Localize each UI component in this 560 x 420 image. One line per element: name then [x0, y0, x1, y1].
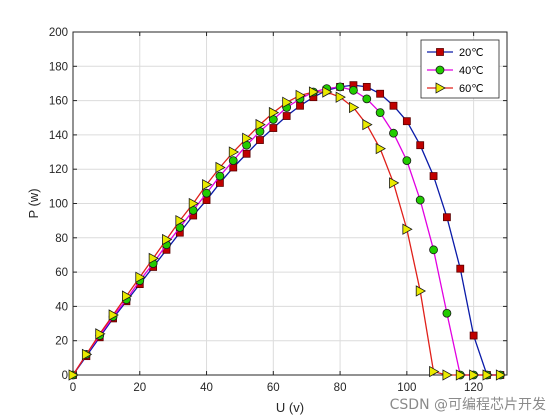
series-1-point-27 — [429, 172, 438, 180]
series-2-point-22 — [362, 94, 372, 104]
y-tick-label-8: 160 — [49, 96, 68, 108]
y-tick-label-2: 40 — [55, 301, 68, 313]
y-tick-label-3: 60 — [55, 267, 68, 279]
series-2-point-21 — [349, 85, 358, 95]
series-1-point-23 — [376, 89, 385, 98]
series-1-point-22 — [362, 82, 371, 91]
series-3-point-18 — [308, 86, 320, 98]
legend: 20℃ 40℃ 60℃ — [420, 39, 500, 99]
series-3-point-14 — [255, 118, 266, 131]
legend-label-1: 20℃ — [459, 47, 484, 59]
y-tick-label-7: 140 — [49, 130, 68, 142]
series-3-point-20 — [335, 91, 346, 103]
series-2-point-12 — [228, 156, 238, 166]
series-1-point-30 — [469, 331, 478, 340]
series-3-point-29 — [455, 369, 467, 381]
series-3-point-19 — [322, 86, 333, 98]
series-3-point-5 — [135, 271, 146, 283]
series-2-point-11 — [215, 171, 225, 181]
series-1-point-29 — [456, 264, 465, 273]
series-3-point-6 — [148, 252, 159, 265]
series-3-point-27 — [429, 365, 440, 378]
y-tick-label-6: 120 — [49, 164, 68, 176]
series-1-point-28 — [443, 213, 451, 222]
series-3-point-31 — [482, 369, 493, 381]
series-3-point-24 — [389, 177, 400, 189]
series-1-point-16 — [282, 112, 291, 120]
legend-label-3: 60℃ — [459, 83, 484, 95]
series-2-point-25 — [402, 156, 412, 166]
series-3-point-15 — [268, 106, 280, 119]
series-3-point-8 — [175, 214, 186, 227]
series-1-point-10 — [202, 196, 211, 204]
x-tick-label-0: 0 — [70, 382, 76, 394]
series-2-point-20 — [335, 82, 345, 92]
series-3-point-1 — [81, 348, 93, 361]
series-3-point-7 — [162, 233, 173, 246]
legend-label-2: 40℃ — [459, 65, 484, 77]
x-tick-label-4: 80 — [334, 382, 347, 394]
series-2-point-27 — [429, 245, 438, 255]
series-1-point-13 — [242, 149, 251, 158]
y-tick-label-5: 100 — [49, 199, 68, 211]
y-tick-label-1: 20 — [55, 336, 68, 348]
series-2-point-10 — [202, 188, 211, 198]
x-axis-label: U (v) — [276, 400, 304, 415]
series-3-point-30 — [469, 369, 480, 381]
series-1-point-26 — [416, 141, 425, 150]
series-3-point-13 — [242, 132, 253, 145]
series-1-point-12 — [229, 163, 238, 172]
x-tick-label-1: 20 — [133, 382, 146, 394]
series-1-point-14 — [256, 136, 264, 144]
series-3-point-11 — [215, 161, 226, 174]
series-3-point-28 — [442, 369, 453, 381]
series-3-point-22 — [362, 118, 373, 131]
series-3-point-25 — [402, 223, 413, 235]
series-3-point-16 — [282, 96, 293, 108]
series-3-point-32 — [495, 369, 507, 381]
legend-marker-3 — [435, 82, 446, 94]
y-tick-label-10: 200 — [49, 27, 68, 39]
series-3-point-10 — [202, 178, 213, 191]
series-3-point-21 — [349, 101, 360, 114]
x-tick-label-3: 60 — [267, 382, 280, 394]
series-3-point-9 — [188, 197, 200, 210]
y-tick-label-4: 80 — [55, 233, 68, 245]
y-axis-label: P (w) — [26, 188, 41, 218]
series-3-point-12 — [228, 146, 240, 158]
y-tick-label-0: 0 — [62, 370, 68, 382]
x-tick-label-5: 100 — [397, 382, 416, 394]
legend-marker-1 — [436, 48, 444, 56]
series-2-point-28 — [442, 308, 452, 318]
series-2-point-23 — [375, 108, 385, 118]
x-tick-label-6: 120 — [464, 382, 483, 394]
series-3-point-4 — [122, 290, 133, 302]
series-1-point-25 — [402, 117, 411, 126]
series-1-point-15 — [269, 124, 278, 132]
series-1-point-17 — [296, 101, 304, 110]
series-2-point-24 — [389, 128, 398, 138]
series-2-point-26 — [415, 195, 425, 205]
series-3-point-0 — [68, 369, 79, 381]
series-1-point-11 — [215, 179, 224, 187]
series-3-point-17 — [295, 89, 306, 102]
legend-marker-2 — [435, 65, 445, 75]
series-3-point-3 — [108, 309, 119, 321]
series-3-point-26 — [415, 285, 427, 297]
watermark-text: CSDN @可编程芯片开发 — [389, 397, 546, 413]
series-3 — [68, 86, 507, 381]
series-3-point-23 — [375, 142, 386, 155]
series-3-point-2 — [95, 328, 106, 340]
series-1-point-24 — [389, 101, 398, 110]
y-tick-label-9: 180 — [49, 61, 68, 73]
x-tick-label-2: 40 — [200, 382, 213, 394]
